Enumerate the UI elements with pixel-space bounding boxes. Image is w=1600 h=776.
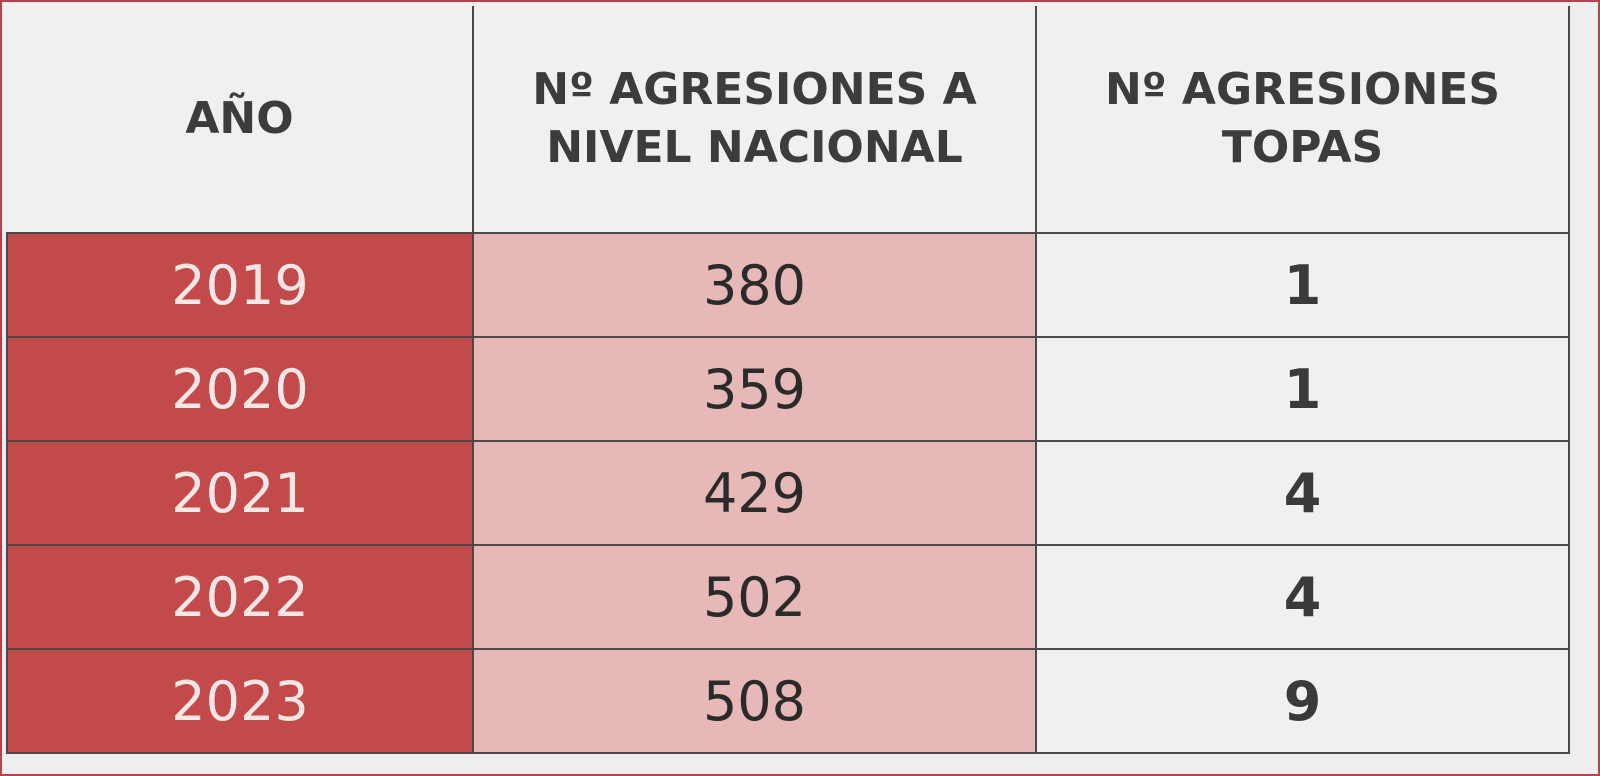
year-cell: 2020 [6, 336, 474, 442]
year-cell: 2021 [6, 440, 474, 546]
year-cell: 2022 [6, 544, 474, 650]
table-row: 2022 502 4 [6, 544, 1570, 650]
nacional-cell: 508 [472, 648, 1037, 754]
header-national: Nº AGRESIONES A NIVEL NACIONAL [472, 6, 1037, 234]
topas-cell: 1 [1035, 232, 1570, 338]
year-cell: 2019 [6, 232, 474, 338]
aggressions-table: AÑO Nº AGRESIONES A NIVEL NACIONAL Nº AG… [6, 6, 1570, 754]
table-row: 2021 429 4 [6, 440, 1570, 546]
nacional-cell: 502 [472, 544, 1037, 650]
nacional-cell: 359 [472, 336, 1037, 442]
nacional-cell: 380 [472, 232, 1037, 338]
topas-cell: 1 [1035, 336, 1570, 442]
header-topas: Nº AGRESIONES TOPAS [1035, 6, 1570, 234]
year-cell: 2023 [6, 648, 474, 754]
table-row: 2020 359 1 [6, 336, 1570, 442]
nacional-cell: 429 [472, 440, 1037, 546]
header-row: AÑO Nº AGRESIONES A NIVEL NACIONAL Nº AG… [7, 6, 1570, 234]
topas-cell: 4 [1035, 440, 1570, 546]
topas-cell: 4 [1035, 544, 1570, 650]
header-year: AÑO [7, 6, 474, 234]
topas-cell: 9 [1035, 648, 1570, 754]
table-row: 2023 508 9 [6, 648, 1570, 754]
table-row: 2019 380 1 [6, 232, 1570, 338]
